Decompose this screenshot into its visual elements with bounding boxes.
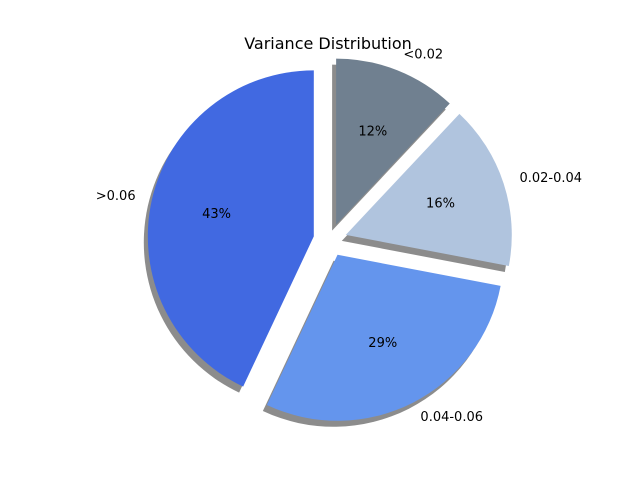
slice-labels: <0.02 12% 0.02-0.04 16% 0.04-0.06 29% >0.06 43%	[96, 47, 582, 425]
slice-lt-0-02	[336, 58, 450, 225]
slice-label-0-02-0-04: 0.02-0.04	[519, 171, 582, 186]
slice-percent-lt-0-02: 12%	[358, 124, 387, 139]
slice-0-04-0-06	[266, 254, 501, 421]
slices	[147, 58, 512, 421]
slice-percent-gt-0-06: 43%	[202, 207, 231, 222]
slice-label-gt-0-06: >0.06	[96, 189, 136, 204]
slice-0-02-0-04	[345, 113, 512, 266]
slice-percent-0-04-0-06: 29%	[368, 336, 397, 351]
slice-gt-0-06	[147, 70, 314, 387]
chart-title: Variance Distribution	[244, 34, 412, 53]
slice-percent-0-02-0-04: 16%	[426, 197, 455, 212]
slice-label-0-04-0-06: 0.04-0.06	[420, 410, 483, 425]
slice-label-lt-0-02: <0.02	[403, 47, 443, 62]
